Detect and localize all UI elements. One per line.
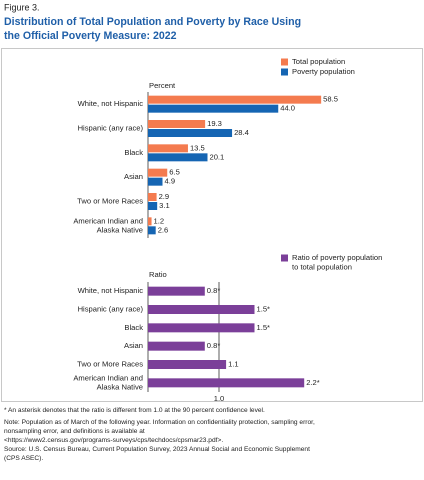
value-label: 2.6 <box>158 225 169 234</box>
bar <box>148 168 168 177</box>
value-label: 20.1 <box>209 152 224 161</box>
category-label: Asian <box>124 341 143 350</box>
bar <box>148 305 255 314</box>
value-label: 19.3 <box>207 119 222 128</box>
chart-frame <box>1 48 423 402</box>
category-label: American Indian and Alaska Native <box>73 216 143 234</box>
category-label: Black <box>124 323 143 332</box>
value-label: 0.8* <box>207 341 221 350</box>
legend-swatch <box>281 254 288 262</box>
bar <box>148 104 279 113</box>
footnote: <https://www2.census.gov/programs-survey… <box>4 437 223 444</box>
footnote: (CPS ASEC). <box>4 455 43 462</box>
axis-title: Percent <box>149 81 176 90</box>
legend-swatch <box>281 58 288 66</box>
bar <box>148 341 205 351</box>
value-label: 58.5 <box>323 95 338 104</box>
footnote: Source: U.S. Census Bureau, Current Popu… <box>4 446 310 453</box>
bar <box>148 202 158 210</box>
value-label: 1.5* <box>257 323 271 332</box>
value-label: 4.9 <box>165 177 176 186</box>
title-line: the Official Poverty Measure: 2022 <box>4 30 177 42</box>
bar <box>148 378 305 388</box>
footnote: * An asterisk denotes that the ratio is … <box>4 407 265 414</box>
category-label: Black <box>124 148 143 157</box>
category-label: Asian <box>124 172 143 181</box>
value-label: 1.1 <box>228 360 239 369</box>
category-label: Hispanic (any race) <box>78 124 144 133</box>
category-label: Two or More Races <box>77 197 143 206</box>
bar <box>148 177 163 186</box>
category-label: Hispanic (any race) <box>78 305 144 314</box>
value-label: 1.5* <box>257 305 271 314</box>
value-label: 6.5 <box>169 168 180 177</box>
title-line: Distribution of Total Population and Pov… <box>4 16 301 28</box>
axis-title: Ratio <box>149 270 167 279</box>
legend-label: Poverty population <box>292 67 355 76</box>
bar <box>148 323 255 333</box>
category-label: White, not Hispanic <box>78 286 144 295</box>
value-label: 2.2* <box>306 378 320 387</box>
value-label: 28.4 <box>234 128 249 137</box>
category-label: American Indian and Alaska Native <box>73 373 143 391</box>
legend-label: Total population <box>292 57 345 66</box>
footnote: Note: Population as of March of the foll… <box>4 419 315 426</box>
category-label: White, not Hispanic <box>78 99 144 108</box>
value-label: 0.8* <box>207 286 221 295</box>
value-label: 1.2 <box>154 216 165 225</box>
bar <box>148 226 156 235</box>
legend-label: Ratio of poverty population to total popu… <box>292 253 382 272</box>
bar <box>148 95 322 104</box>
bar <box>148 360 227 369</box>
figure-label: Figure 3. <box>4 2 40 12</box>
category-label: Two or More Races <box>77 360 143 369</box>
bar <box>148 120 206 128</box>
value-label: 13.5 <box>190 143 205 152</box>
footnote: nonsampling error, and definitions is av… <box>4 428 145 435</box>
bar <box>148 129 233 137</box>
bar <box>148 193 157 201</box>
bar <box>148 153 208 162</box>
x-tick-label: 1.0 <box>214 394 225 403</box>
value-label: 2.9 <box>159 192 170 201</box>
bar <box>148 217 152 226</box>
value-label: 44.0 <box>280 104 295 113</box>
legend-swatch <box>281 68 288 76</box>
bar <box>148 286 205 296</box>
value-label: 3.1 <box>159 201 170 210</box>
bar <box>148 144 188 153</box>
